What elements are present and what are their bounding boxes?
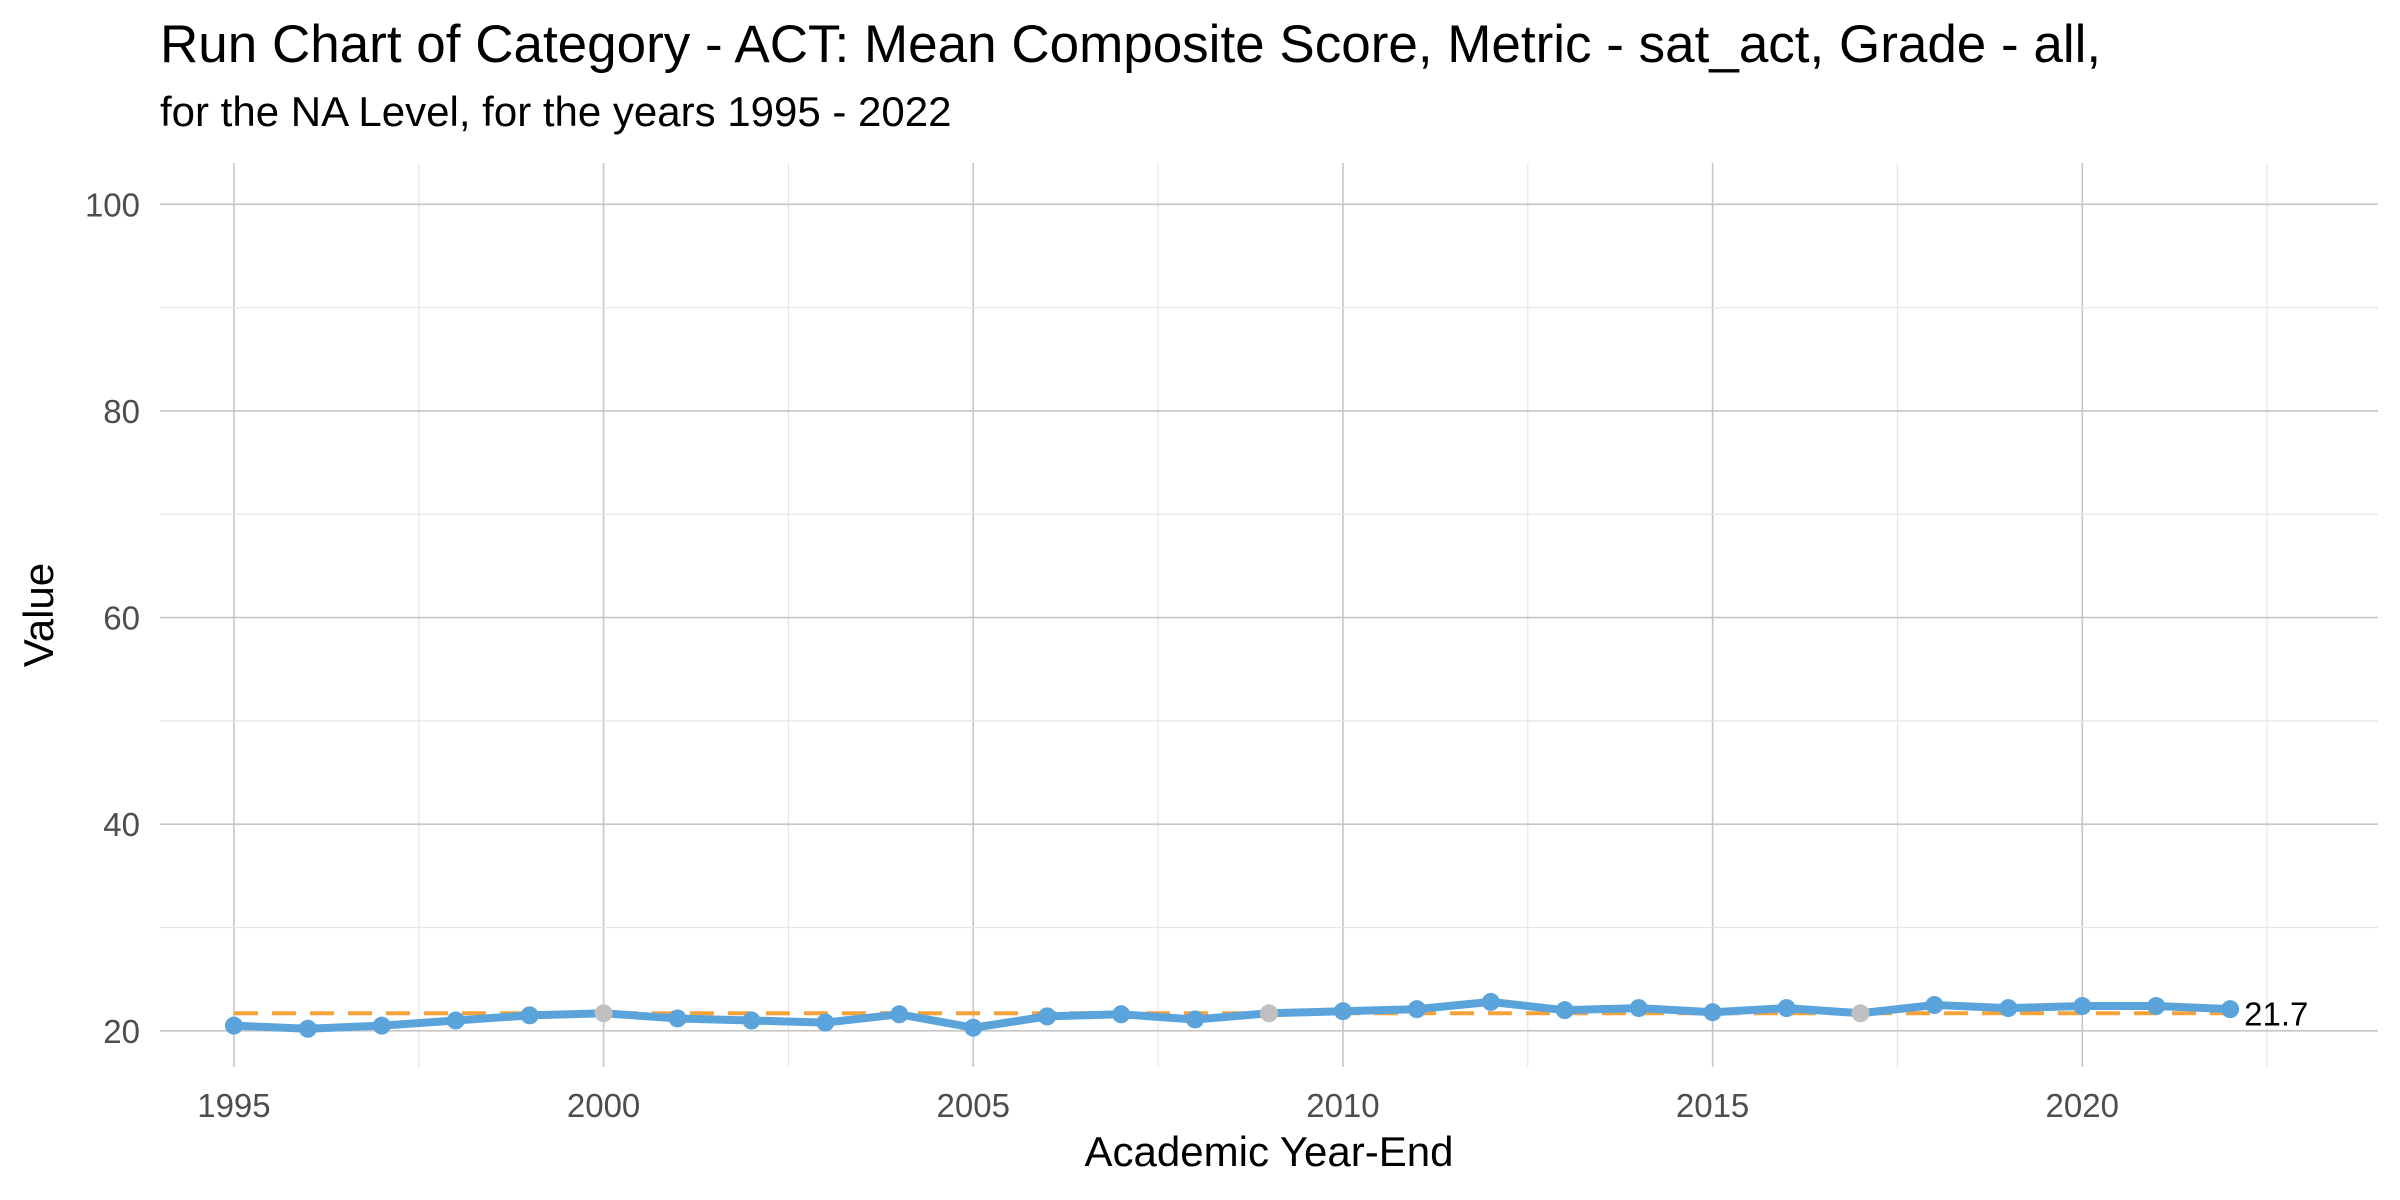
data-point: [1629, 999, 1648, 1018]
end-value-label: 21.7: [2244, 995, 2308, 1032]
x-tick-label: 2005: [937, 1087, 1010, 1124]
chart-subtitle: for the NA Level, for the years 1995 - 2…: [160, 88, 952, 135]
data-point: [964, 1018, 983, 1037]
x-tick-label: 2020: [2046, 1087, 2119, 1124]
x-tick-label: 2010: [1306, 1087, 1379, 1124]
data-point: [1038, 1007, 1057, 1026]
data-point: [594, 1004, 613, 1023]
data-point: [520, 1006, 539, 1025]
y-axis-title: Value: [15, 563, 62, 667]
y-tick-label: 100: [85, 186, 140, 223]
x-axis-title: Academic Year-End: [1085, 1128, 1454, 1175]
y-tick-label: 40: [103, 806, 140, 843]
data-point: [2147, 997, 2166, 1016]
data-point: [1112, 1005, 1131, 1024]
data-point: [816, 1013, 835, 1032]
y-tick-label: 60: [103, 600, 140, 637]
data-point: [298, 1019, 317, 1038]
data-point: [224, 1016, 243, 1035]
chart-title: Run Chart of Category - ACT: Mean Compos…: [160, 15, 2102, 74]
data-points: [224, 992, 2240, 1038]
x-tick-label: 2000: [567, 1087, 640, 1124]
grid-lines: [160, 163, 2378, 1067]
data-point: [1925, 996, 1944, 1015]
data-point: [1777, 999, 1796, 1018]
data-point: [668, 1009, 687, 1028]
series-line: [229, 997, 2235, 1033]
data-point: [1186, 1010, 1205, 1029]
data-point: [1999, 999, 2018, 1018]
data-point: [1407, 1000, 1426, 1019]
data-point: [1851, 1004, 1870, 1023]
data-point: [890, 1005, 909, 1024]
x-tick-label: 1995: [197, 1087, 270, 1124]
data-point: [1260, 1004, 1278, 1023]
y-axis-ticks: 20 40 60 80 100: [85, 186, 140, 1050]
data-point: [446, 1011, 465, 1030]
y-tick-label: 20: [103, 1013, 140, 1050]
data-point: [1555, 1001, 1574, 1020]
data-point: [1481, 992, 1500, 1011]
data-point: [372, 1016, 391, 1035]
data-point: [1703, 1003, 1722, 1022]
data-point: [742, 1011, 761, 1030]
y-tick-label: 80: [103, 393, 140, 430]
data-point: [2221, 1000, 2240, 1019]
data-point: [1333, 1002, 1352, 1021]
data-point: [2073, 997, 2092, 1016]
x-axis-ticks: 1995 2000 2005 2010 2015 2020: [197, 1087, 2119, 1124]
x-tick-label: 2015: [1676, 1087, 1749, 1124]
